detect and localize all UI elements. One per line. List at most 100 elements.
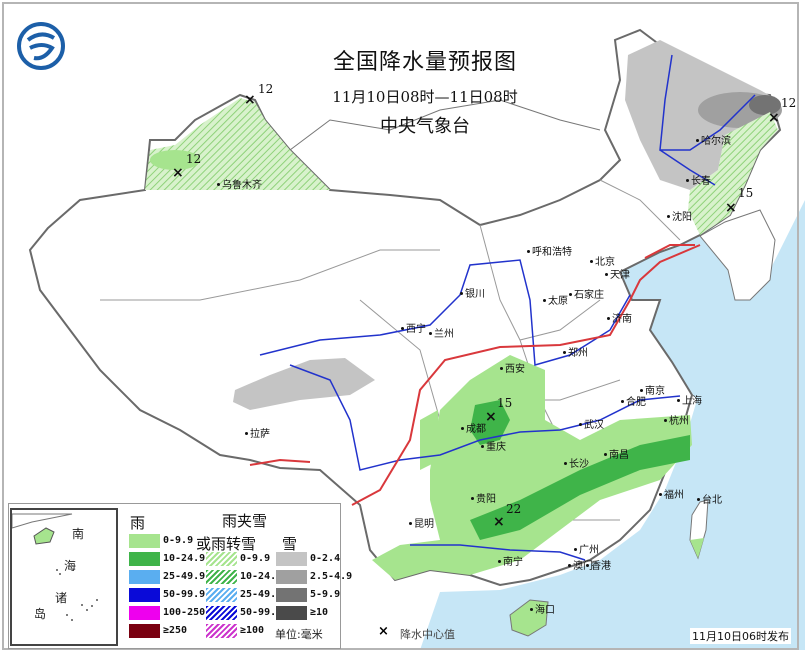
sea-area [420, 200, 805, 650]
city-label: 南宁 [498, 553, 523, 568]
legend-label: 10-24.9 [163, 553, 206, 564]
city-label: 西安 [500, 360, 525, 375]
legend-snow-header: 雪 [282, 535, 298, 553]
legend-label: 25-49.9 [163, 571, 206, 582]
mongolia-border [289, 99, 601, 151]
rain-area-moderate-band [470, 435, 690, 540]
legend-rain-header: 雨 [130, 514, 146, 532]
legend-swatch [129, 534, 160, 548]
legend-swatch [206, 552, 237, 566]
city-label: 香港 [586, 557, 611, 572]
legend-swatch [276, 606, 307, 620]
taiwan-rain [690, 538, 704, 558]
city-label: 北京 [590, 253, 615, 268]
snow-area-heavy [749, 95, 781, 115]
city-label: 南昌 [604, 446, 629, 461]
yellow-river [259, 259, 631, 366]
precip-center-value: 15 [738, 186, 754, 200]
hainan-island [509, 599, 549, 637]
legend-mixed-header: 雨夹雪 [222, 512, 268, 530]
front-line-northeast [644, 244, 695, 259]
legend-swatch [206, 624, 237, 638]
legend-swatch [129, 588, 160, 602]
city-label: 武汉 [579, 416, 604, 431]
issue-time: 11月10日06时发布 [690, 628, 791, 644]
rain-area-xinjiang [150, 150, 200, 170]
front-line-central [351, 244, 701, 506]
legend-swatch [276, 588, 307, 602]
city-label: 济南 [607, 310, 632, 325]
city-label: 海口 [530, 601, 555, 616]
city-label: 沈阳 [667, 208, 692, 223]
cma-logo-icon [17, 22, 65, 70]
precip-center-value: 22 [506, 502, 522, 516]
precip-center-marker-icon: × [378, 624, 389, 639]
city-label: 广州 [574, 541, 599, 556]
rain-area-south [372, 355, 692, 580]
korea-land [699, 209, 776, 301]
city-label: 长沙 [564, 455, 589, 470]
legend-label: 10-24.9 [240, 571, 283, 582]
city-label: 西宁 [401, 320, 426, 335]
city-label: 南京 [640, 382, 665, 397]
city-label: 昆明 [409, 515, 434, 530]
legend-label: ≥250 [163, 625, 188, 636]
legend-unit: 单位:毫米 [275, 628, 323, 641]
legend-label: 100-250 [163, 607, 206, 618]
pearl-river [410, 544, 586, 561]
songhua-river [659, 54, 756, 186]
map-title: 全国降水量预报图 [332, 50, 517, 75]
precip-center-marker-icon: × [172, 165, 184, 181]
city-label: 银川 [460, 285, 485, 300]
city-label: 石家庄 [569, 286, 604, 301]
legend-label: 50-99.9 [163, 589, 206, 600]
city-label: 杭州 [664, 412, 689, 427]
legend-label: 50-99.9 [240, 607, 283, 618]
forecast-period: 11月10日08时—11日08时 [332, 88, 518, 106]
map-frame [2, 2, 799, 650]
legend-mixed-header-2: 或雨转雪 [196, 535, 257, 553]
legend-swatch [206, 588, 237, 602]
legend-label: ≥10 [310, 607, 329, 618]
rain-area-moderate-sichuan [470, 400, 510, 445]
city-label: 太原 [543, 292, 568, 307]
legend-swatch [276, 570, 307, 584]
city-label: 台北 [697, 491, 722, 506]
city-label: 哈尔滨 [696, 132, 731, 147]
legend-swatch [129, 570, 160, 584]
inset-label-4: 岛 [34, 607, 47, 621]
precip-center-value: 12 [186, 152, 202, 166]
legend-swatch [206, 570, 237, 584]
inset-label-3: 诸 [55, 591, 68, 605]
precip-center-marker-icon: × [768, 110, 780, 126]
legend-label: 25-49.9 [240, 589, 283, 600]
inset-label-2: 海 [64, 559, 77, 573]
mixed-area-northeast [688, 112, 778, 235]
precip-center-marker-icon: × [725, 200, 737, 216]
city-label: 上海 [677, 392, 702, 407]
legend-label: 0-9.9 [240, 553, 271, 564]
front-line-tibet [249, 458, 311, 466]
south-china-sea-inset: 南 海 诸 岛 [10, 508, 118, 646]
legend-label: 0-2.4 [310, 553, 341, 564]
city-label: 合肥 [621, 393, 646, 408]
city-label: 郑州 [563, 344, 588, 359]
inset-label-1: 南 [72, 527, 85, 541]
legend-swatch [129, 624, 160, 638]
city-label: 澳门 [568, 557, 593, 572]
precip-center-value: 15 [497, 396, 513, 410]
legend-swatch [129, 606, 160, 620]
precip-center-marker-icon: × [244, 92, 256, 108]
precip-center-marker-icon: × [493, 514, 505, 530]
snow-area-tibet [233, 358, 375, 410]
precip-center-value: 12 [258, 82, 274, 96]
city-label: 乌鲁木齐 [217, 176, 262, 191]
precip-center-label: 降水中心值 [400, 628, 455, 641]
legend-swatch [276, 552, 307, 566]
city-label: 贵阳 [471, 490, 496, 505]
city-label: 长春 [686, 172, 711, 187]
legend-swatch [129, 552, 160, 566]
city-label: 成都 [461, 420, 486, 435]
